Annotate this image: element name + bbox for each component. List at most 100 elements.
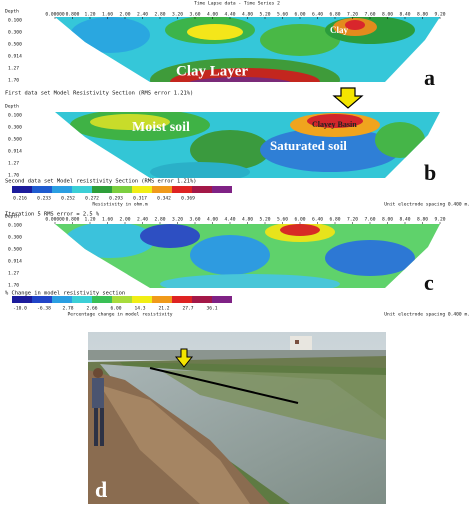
x-tick-label: 7.20 [347, 217, 358, 223]
legend-label: 0.293 [109, 196, 123, 202]
x-tick-label: 4.80 [242, 12, 253, 18]
depth-label: Depth [5, 214, 19, 220]
x-tick-label: 6.80 [329, 217, 340, 223]
x-tick-label: 0.00000 [45, 217, 65, 223]
x-tick-label: 0.800 [66, 217, 80, 223]
x-tick-label: 5.60 [277, 12, 288, 18]
legend-label: 0.216 [13, 196, 27, 202]
header-title: Time Lapse data - Time Series 2 [194, 1, 280, 7]
depth-tick-label: 0.300 [8, 235, 22, 241]
x-tick-label: 8.80 [417, 217, 428, 223]
arrow [332, 87, 364, 109]
legend-label: 36.1 [206, 306, 217, 312]
section-b [55, 112, 440, 178]
legend-title: Resistivity in ohm.m [92, 202, 148, 208]
x-tick-label: 2.00 [119, 217, 130, 223]
legend-swatch [12, 296, 32, 303]
x-tick-label: 6.40 [312, 12, 323, 18]
x-tick-label: 6.00 [294, 12, 305, 18]
x-tick-label: 1.60 [102, 12, 113, 18]
panel-letter: b [424, 160, 436, 185]
depth-tick-label: 1.27 [8, 66, 19, 72]
x-tick-label: 3.20 [172, 217, 183, 223]
legend-swatch [192, 296, 212, 303]
legend-swatch [212, 296, 232, 303]
annotation: Moist soil [132, 120, 190, 135]
depth-tick-label: 0.300 [8, 125, 22, 131]
legend-swatch [192, 186, 212, 193]
legend-label: 0.317 [133, 196, 147, 202]
annotation: Saturated soil [270, 138, 347, 153]
x-tick-label: 9.20 [434, 12, 445, 18]
legend-label: -10.0 [13, 306, 27, 312]
legend-label: 0.369 [181, 196, 195, 202]
x-tick-label: 0.800 [66, 12, 80, 18]
legend-resistivity [12, 186, 232, 193]
x-tick-label: 5.20 [259, 12, 270, 18]
legend-label: 2.78 [62, 306, 73, 312]
depth-label: Depth [5, 104, 19, 110]
x-tick-label: 2.40 [137, 12, 148, 18]
legend-label: 6.00 [110, 306, 121, 312]
x-tick-label: 7.20 [347, 12, 358, 18]
panel-letter: a [424, 65, 435, 90]
panel-letter: c [424, 270, 434, 295]
legend-swatch [152, 296, 172, 303]
legend-label: 2.66 [86, 306, 97, 312]
legend-swatch [52, 186, 72, 193]
x-tick-label: 2.80 [154, 217, 165, 223]
x-tick-label: 5.60 [277, 217, 288, 223]
depth-tick-label: 0.914 [8, 149, 22, 155]
legend-swatch [132, 296, 152, 303]
annotation: Clay [330, 25, 349, 35]
annotation: Clayey Basin [312, 120, 357, 129]
x-tick-label: 4.40 [224, 12, 235, 18]
depth-tick-label: 0.914 [8, 259, 22, 265]
caption: % Change in model resistivity section [5, 291, 125, 297]
depth-tick-label: 1.27 [8, 161, 19, 167]
legend-label: 21.2 [158, 306, 169, 312]
legend-label: 0.252 [61, 196, 75, 202]
legend-swatch [32, 296, 52, 303]
depth-tick-label: 0.100 [8, 223, 22, 229]
legend-swatch [212, 186, 232, 193]
caption: Iteration 5 RMS error = 2.5 % [5, 212, 100, 218]
depth-tick-label: 1.70 [8, 283, 19, 289]
legend-swatch [92, 296, 112, 303]
legend-swatch [92, 186, 112, 193]
section-a [55, 17, 440, 82]
depth-label: Depth [5, 9, 19, 15]
x-tick-label: 9.20 [434, 217, 445, 223]
legend-label: 27.7 [182, 306, 193, 312]
legend-swatch [172, 186, 192, 193]
legend-swatch [52, 296, 72, 303]
x-tick-label: 5.20 [259, 217, 270, 223]
x-tick-label: 3.60 [189, 217, 200, 223]
depth-tick-label: 1.70 [8, 78, 19, 84]
x-tick-label: 3.20 [172, 12, 183, 18]
x-tick-label: 6.80 [329, 12, 340, 18]
legend-change [12, 296, 232, 303]
annotation: Clay Layer [176, 63, 248, 79]
legend-swatch [132, 186, 152, 193]
depth-tick-label: 0.914 [8, 54, 22, 60]
depth-tick-label: 1.27 [8, 271, 19, 277]
x-tick-label: 1.20 [84, 12, 95, 18]
x-tick-label: 6.00 [294, 217, 305, 223]
x-tick-label: 1.60 [102, 217, 113, 223]
legend-label: -6.38 [37, 306, 51, 312]
x-tick-label: 2.40 [137, 217, 148, 223]
caption: Second data set Model resistivity Sectio… [5, 179, 196, 185]
legend-label: 14.3 [134, 306, 145, 312]
legend-label: 0.233 [37, 196, 51, 202]
legend-swatch [72, 296, 92, 303]
x-tick-label: 2.80 [154, 12, 165, 18]
caption: First data set Model Resistivity Section… [5, 91, 193, 97]
x-tick-label: 8.40 [399, 12, 410, 18]
legend-swatch [112, 186, 132, 193]
depth-tick-label: 0.300 [8, 30, 22, 36]
legend-swatch [12, 186, 32, 193]
legend-title: Percentage change in model resistivity [67, 312, 172, 318]
depth-tick-label: 0.100 [8, 113, 22, 119]
legend-swatch [152, 186, 172, 193]
